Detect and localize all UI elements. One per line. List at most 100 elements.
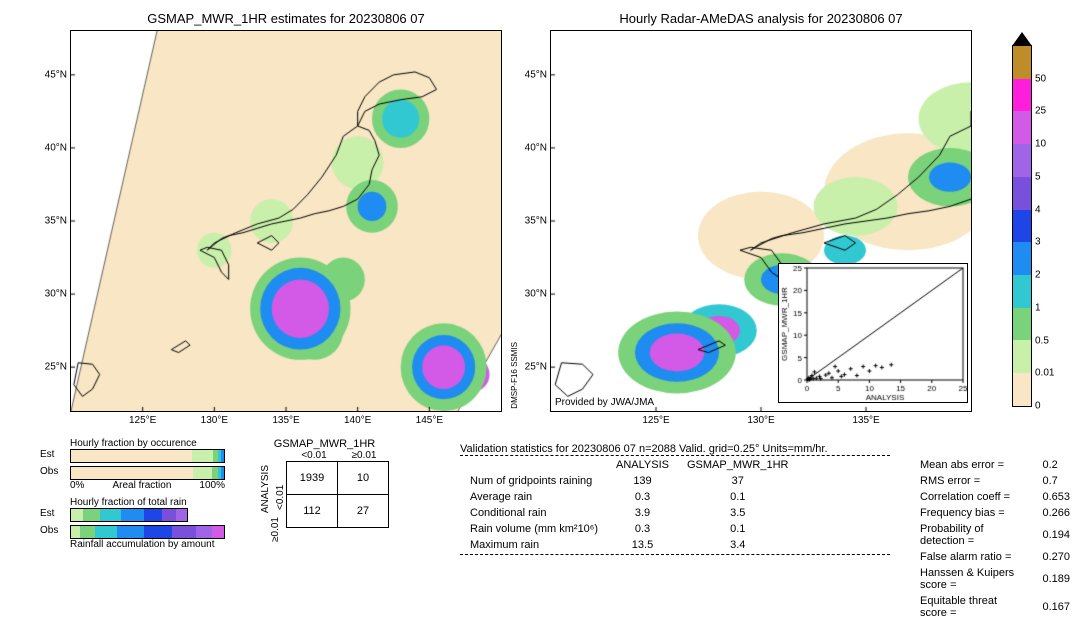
val-col2: GSMAP_MWR_1HR (679, 458, 796, 472)
metric-key: Frequency bias = (912, 506, 1032, 520)
metric-val: 0.270 (1034, 550, 1078, 564)
colorbar-tick: 5 (1035, 171, 1041, 182)
y-tick: 40°N (45, 142, 67, 153)
val-a: 3.9 (608, 506, 677, 520)
y-tick: 35°N (525, 216, 547, 227)
metrics-panel: Mean abs error =0.2RMS error =0.7Correla… (910, 456, 1080, 622)
totalrain-bar-obs (70, 525, 225, 539)
occ-axis-min: 0% (70, 480, 84, 491)
val-key: Rain volume (mm km²10⁶) (462, 522, 606, 536)
occurrence-bar-obs (70, 466, 225, 480)
metric-key: Equitable threat score = (912, 594, 1032, 620)
val-a: 139 (608, 474, 677, 488)
validation-table: ANALYSISGSMAP_MWR_1HR Num of gridpoints … (460, 456, 798, 554)
colorbar-tick: 25 (1035, 106, 1046, 117)
val-b: 0.1 (679, 522, 796, 536)
contingency-panel: GSMAP_MWR_1HR ANALYSIS <0.01 ≥0.01 <0.01… (260, 438, 389, 528)
gsmap-map-panel: GSMAP_MWR_1HR estimates for 20230806 07 … (70, 30, 502, 412)
metric-val: 0.266 (1034, 506, 1078, 520)
occ-axis-label: Areal fraction (112, 480, 171, 491)
metric-key: False alarm ratio = (912, 550, 1032, 564)
radar-map-panel: Hourly Radar-AMeDAS analysis for 2023080… (550, 30, 972, 412)
colorbar-tick: 0 (1035, 401, 1041, 412)
x-tick: 135°E (272, 415, 299, 426)
y-tick: 45°N (45, 69, 67, 80)
colorbar-tick: 1 (1035, 302, 1041, 313)
metric-key: RMS error = (912, 474, 1032, 488)
cont-col0: <0.01 (289, 450, 339, 461)
est-label: Est (40, 449, 54, 460)
cont-row0: <0.01 (275, 480, 286, 510)
colorbar-tick: 10 (1035, 139, 1046, 150)
metric-key: Correlation coeff = (912, 490, 1032, 504)
gsmap-map-canvas (71, 31, 501, 411)
metric-val: 0.653 (1034, 490, 1078, 504)
cont-cell-01: 10 (338, 462, 389, 495)
totalrain-bar-est (70, 508, 188, 522)
y-tick: 25°N (525, 362, 547, 373)
y-tick: 30°N (45, 289, 67, 300)
occurrence-bar-est (70, 449, 225, 463)
gsmap-map-title: GSMAP_MWR_1HR estimates for 20230806 07 (71, 11, 501, 26)
cont-row1: ≥0.01 (270, 517, 281, 542)
val-b: 0.1 (679, 490, 796, 504)
val-key: Num of gridpoints raining (462, 474, 606, 488)
colorbar-tick: 2 (1035, 270, 1041, 281)
val-key: Maximum rain (462, 538, 606, 552)
y-tick: 30°N (525, 289, 547, 300)
metric-val: 0.194 (1034, 522, 1078, 548)
val-a: 0.3 (608, 490, 677, 504)
contingency-table: 193910 11227 (286, 461, 389, 528)
occurrence-bars: Hourly fraction by occurence Est Obs 0% … (40, 438, 225, 550)
validation-title: Validation statistics for 20230806 07 n=… (460, 443, 910, 455)
validation-panel: Validation statistics for 20230806 07 n=… (460, 443, 910, 555)
cont-cell-00: 1939 (287, 462, 338, 495)
colorbar-tick: 0.01 (1035, 368, 1054, 379)
metric-key: Mean abs error = (912, 458, 1032, 472)
metric-key: Probability of detection = (912, 522, 1032, 548)
x-tick: 130°E (747, 415, 774, 426)
cont-row-header: ANALYSIS (260, 465, 271, 513)
metrics-table: Mean abs error =0.2RMS error =0.7Correla… (910, 456, 1080, 622)
cont-col-header: GSMAP_MWR_1HR (260, 438, 389, 450)
val-key: Conditional rain (462, 506, 606, 520)
scatter-inset (778, 263, 968, 403)
val-b: 37 (679, 474, 796, 488)
val-a: 13.5 (608, 538, 677, 552)
scatter-canvas (779, 264, 967, 402)
totalrain-title: Hourly fraction of total rain (70, 497, 225, 508)
est-label-2: Est (40, 508, 54, 519)
x-tick: 135°E (852, 415, 879, 426)
val-key: Average rain (462, 490, 606, 504)
metric-val: 0.2 (1034, 458, 1078, 472)
x-tick: 130°E (201, 415, 228, 426)
obs-label-2: Obs (40, 525, 58, 536)
provided-by-label: Provided by JWA/JMA (555, 397, 654, 408)
val-b: 3.5 (679, 506, 796, 520)
totalrain-caption: Rainfall accumulation by amount (70, 539, 225, 550)
metric-val: 0.167 (1034, 594, 1078, 620)
x-tick: 145°E (416, 415, 443, 426)
colorbar-tick: 0.5 (1035, 335, 1049, 346)
colorbar-tick: 3 (1035, 237, 1041, 248)
radar-map-title: Hourly Radar-AMeDAS analysis for 2023080… (551, 11, 971, 26)
cont-cell-11: 27 (338, 495, 389, 528)
satellite-label: DMSP-F16 SSMIS (510, 342, 519, 409)
y-tick: 40°N (525, 142, 547, 153)
x-tick: 140°E (344, 415, 371, 426)
occ-axis-max: 100% (199, 480, 225, 491)
cont-cell-10: 112 (287, 495, 338, 528)
metric-val: 0.7 (1034, 474, 1078, 488)
colorbar-tick: 4 (1035, 204, 1041, 215)
val-b: 3.4 (679, 538, 796, 552)
metric-key: Hanssen & Kuipers score = (912, 566, 1032, 592)
y-tick: 35°N (45, 216, 67, 227)
y-tick: 25°N (45, 362, 67, 373)
occurrence-title: Hourly fraction by occurence (70, 438, 225, 449)
obs-label: Obs (40, 466, 58, 477)
x-tick: 125°E (129, 415, 156, 426)
x-tick: 125°E (642, 415, 669, 426)
cont-col1: ≥0.01 (339, 450, 389, 461)
y-tick: 45°N (525, 69, 547, 80)
val-a: 0.3 (608, 522, 677, 536)
